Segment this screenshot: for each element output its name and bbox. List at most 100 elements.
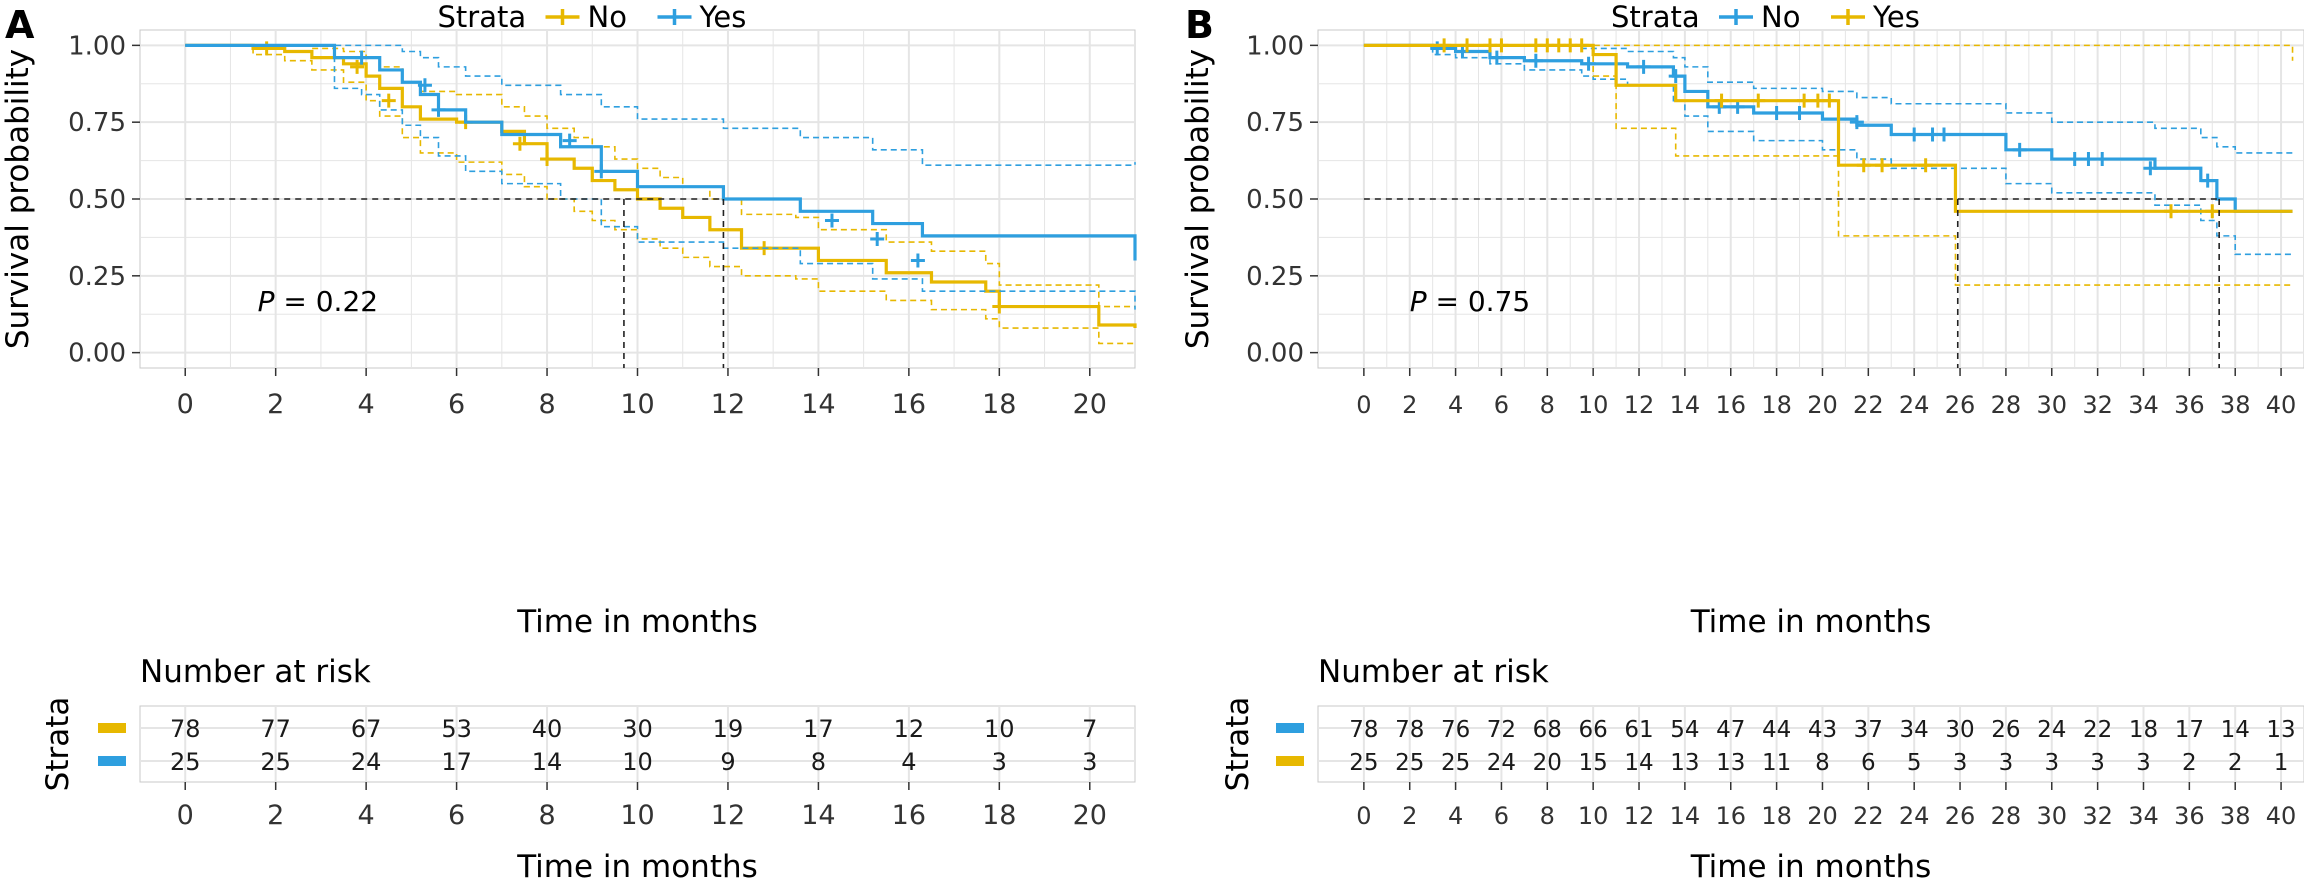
- risk-count: 34: [1900, 717, 1929, 743]
- x-tick-label: 4: [358, 389, 375, 420]
- risk-count: 68: [1533, 717, 1562, 743]
- risk-count: 6: [1861, 750, 1876, 776]
- legend: Strata No Yes: [438, 0, 747, 34]
- censor-mark: [870, 231, 885, 246]
- risk-x-tick-label: 30: [2036, 802, 2067, 830]
- risk-x-tick-label: 6: [448, 800, 465, 831]
- x-tick-label: 20: [1073, 389, 1107, 420]
- risk-count: 13: [1716, 750, 1745, 776]
- censor-mark: [1636, 59, 1651, 74]
- y-tick-label: 1.00: [68, 31, 126, 61]
- x-tick-label: 28: [1991, 391, 2022, 419]
- x-tick-label: 32: [2082, 391, 2113, 419]
- legend-title: Strata: [438, 0, 527, 34]
- risk-count: 20: [1533, 750, 1562, 776]
- p-value-text: = 0.75: [1427, 285, 1531, 318]
- risk-table-y-title: Strata: [40, 697, 76, 792]
- risk-x-tick-label: 34: [2128, 802, 2159, 830]
- x-tick-label: 36: [2174, 391, 2205, 419]
- risk-count: 2: [2182, 750, 2197, 776]
- x-tick-label: 8: [1540, 391, 1555, 419]
- risk-count: 26: [1991, 717, 2020, 743]
- censor-mark: [2095, 152, 2110, 167]
- risk-count: 78: [1395, 717, 1424, 743]
- censor-mark: [2067, 152, 2082, 167]
- survival-curve: [185, 43, 1137, 261]
- censor-mark: [594, 164, 609, 179]
- survival-curve: [185, 43, 1137, 329]
- risk-x-tick-label: 6: [1494, 802, 1509, 830]
- y-axis-title: Survival probability: [1180, 49, 1216, 349]
- x-tick-label: 2: [267, 389, 284, 420]
- y-axis-title: Survival probability: [0, 49, 36, 349]
- risk-x-tick-label: 10: [1578, 802, 1609, 830]
- risk-x-tick-label: 26: [1945, 802, 1976, 830]
- p-value: P = 0.22: [258, 285, 379, 318]
- risk-count: 47: [1716, 717, 1745, 743]
- risk-count: 3: [2136, 750, 2151, 776]
- censor-mark: [1822, 93, 1837, 108]
- x-tick-label: 30: [2036, 391, 2067, 419]
- x-tick-label: 22: [1853, 391, 1884, 419]
- panel-label: B: [1185, 3, 1214, 47]
- risk-count: 17: [441, 748, 472, 776]
- risk-count: 78: [170, 715, 201, 743]
- risk-count: 3: [992, 748, 1007, 776]
- risk-x-tick-label: 16: [892, 800, 926, 831]
- risk-count: 25: [170, 748, 201, 776]
- censor-mark: [381, 93, 396, 108]
- x-tick-label: 6: [1494, 391, 1509, 419]
- risk-count: 54: [1670, 717, 1699, 743]
- risk-count: 2: [2228, 750, 2243, 776]
- censor-mark: [540, 152, 555, 167]
- risk-count: 43: [1808, 717, 1837, 743]
- censor-mark: [1489, 50, 1504, 65]
- risk-count: 9: [720, 748, 735, 776]
- x-tick-label: 0: [1356, 391, 1371, 419]
- x-tick-label: 40: [2266, 391, 2297, 419]
- risk-x-tick-label: 4: [358, 800, 375, 831]
- censor-mark: [2205, 204, 2220, 219]
- legend-title: Strata: [1611, 0, 1700, 34]
- censor-mark: [1792, 105, 1807, 120]
- risk-count: 67: [351, 715, 382, 743]
- x-tick-label: 38: [2220, 391, 2251, 419]
- censor-mark: [2143, 161, 2158, 176]
- censor-mark: [512, 136, 527, 151]
- ci-lower-line: [1363, 44, 2293, 286]
- x-tick-label: 18: [1761, 391, 1792, 419]
- risk-count: 30: [622, 715, 653, 743]
- risk-count: 8: [1815, 750, 1830, 776]
- censor-mark: [824, 213, 839, 228]
- x-tick-label: 14: [1670, 391, 1701, 419]
- risk-count: 78: [1349, 717, 1378, 743]
- risk-x-tick-label: 0: [177, 800, 194, 831]
- x-tick-label: 2: [1402, 391, 1417, 419]
- risk-count: 12: [894, 715, 925, 743]
- risk-row-color-key: [1276, 723, 1304, 733]
- y-tick-label: 1.00: [1246, 31, 1304, 61]
- y-tick-label: 0.00: [1246, 339, 1304, 369]
- risk-x-tick-label: 14: [1670, 802, 1701, 830]
- censor-mark: [1849, 115, 1864, 130]
- x-tick-label: 12: [711, 389, 745, 420]
- censor-mark: [1769, 105, 1784, 120]
- censor-mark: [1907, 127, 1922, 142]
- risk-count: 14: [532, 748, 563, 776]
- x-tick-label: 8: [538, 389, 555, 420]
- y-tick-label: 0.75: [1246, 108, 1304, 138]
- risk-count: 7: [1082, 715, 1097, 743]
- p-value-text: = 0.22: [274, 285, 378, 318]
- censor-mark: [1918, 158, 1933, 173]
- y-tick-label: 0.00: [68, 339, 126, 369]
- risk-count: 25: [1349, 750, 1378, 776]
- censor-mark: [1494, 38, 1509, 53]
- risk-x-tick-label: 2: [1402, 802, 1417, 830]
- risk-x-tick-label: 20: [1073, 800, 1107, 831]
- risk-x-tick-label: 36: [2174, 802, 2205, 830]
- risk-count: 24: [2037, 717, 2066, 743]
